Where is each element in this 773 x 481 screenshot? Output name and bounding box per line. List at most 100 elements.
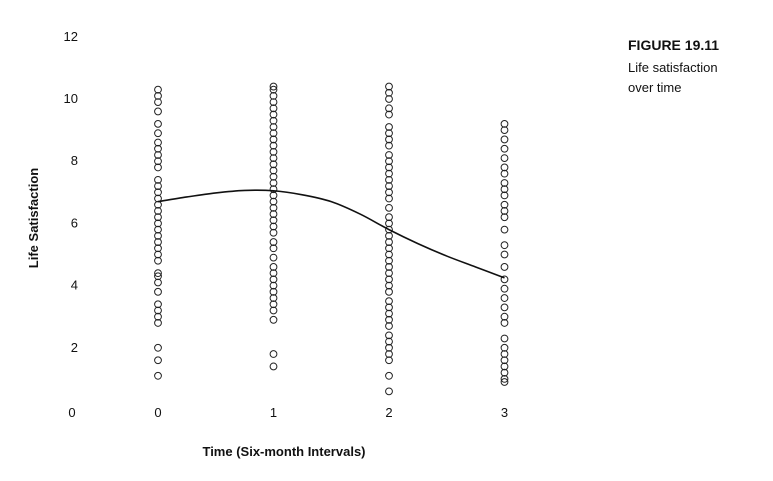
data-point xyxy=(500,350,509,358)
data-point xyxy=(500,169,509,178)
data-point xyxy=(154,269,162,278)
data-point xyxy=(154,175,162,184)
data-point xyxy=(269,191,278,200)
data-point xyxy=(154,319,162,327)
data-point xyxy=(500,241,509,250)
figure-number: FIGURE 19.11 xyxy=(628,37,719,53)
data-point xyxy=(385,322,393,330)
data-point xyxy=(154,182,162,190)
data-point xyxy=(385,225,393,234)
data-point xyxy=(385,244,393,253)
data-point xyxy=(269,287,278,296)
data-point xyxy=(500,135,509,144)
data-point xyxy=(385,337,393,346)
data-point xyxy=(385,356,393,365)
data-point xyxy=(269,228,278,237)
data-point xyxy=(385,256,393,265)
data-point xyxy=(385,203,393,212)
data-point xyxy=(269,110,278,119)
caption-line-2: over time xyxy=(628,80,681,95)
data-point xyxy=(269,350,278,358)
data-point xyxy=(269,154,278,162)
figure-caption: FIGURE 19.11 Life satisfaction over time xyxy=(628,37,719,95)
data-point xyxy=(385,175,393,184)
data-point xyxy=(500,319,509,327)
data-point xyxy=(154,356,162,365)
data-point xyxy=(269,294,278,302)
data-point xyxy=(500,119,509,128)
data-point xyxy=(500,213,509,222)
data-point xyxy=(154,163,162,172)
data-point xyxy=(154,287,162,296)
y-tick-label: 4 xyxy=(71,278,78,293)
data-point xyxy=(385,182,393,190)
data-point xyxy=(269,98,278,107)
data-point xyxy=(154,119,162,128)
scatter-points xyxy=(154,82,509,396)
data-point xyxy=(269,238,278,246)
data-point xyxy=(154,138,162,147)
data-point xyxy=(385,287,393,296)
data-point xyxy=(500,207,509,215)
data-point xyxy=(500,334,509,343)
data-point xyxy=(269,82,278,91)
data-point xyxy=(500,250,509,259)
data-point xyxy=(385,188,393,197)
data-point xyxy=(385,315,393,324)
data-point xyxy=(385,250,393,259)
x-tick-label: 0 xyxy=(154,405,161,420)
data-point xyxy=(269,306,278,315)
data-point xyxy=(269,244,278,253)
data-point xyxy=(154,107,162,116)
data-point xyxy=(385,123,393,131)
data-point xyxy=(500,343,509,352)
data-point xyxy=(269,210,278,218)
data-point xyxy=(500,163,509,172)
data-point xyxy=(269,147,278,156)
data-point xyxy=(385,343,393,352)
data-point xyxy=(385,387,393,396)
data-point xyxy=(154,231,162,240)
data-point xyxy=(154,272,162,281)
data-point xyxy=(500,154,509,162)
data-point xyxy=(269,263,278,271)
data-point xyxy=(154,85,162,94)
data-point xyxy=(269,160,278,169)
data-point xyxy=(500,191,509,200)
data-point xyxy=(269,222,278,231)
data-point xyxy=(385,135,393,144)
data-point xyxy=(154,371,162,380)
data-point xyxy=(500,126,509,135)
data-point xyxy=(500,378,509,386)
data-point xyxy=(385,269,393,278)
data-point xyxy=(385,157,393,166)
data-point xyxy=(500,312,509,321)
y-tick-label: 8 xyxy=(71,153,78,168)
data-point xyxy=(500,275,509,284)
data-point xyxy=(385,104,393,113)
data-point xyxy=(154,129,162,138)
data-point xyxy=(154,278,162,287)
trend-line xyxy=(157,189,505,279)
data-point xyxy=(385,88,393,97)
data-point xyxy=(269,275,278,284)
data-point xyxy=(385,297,393,306)
data-point xyxy=(269,269,278,278)
data-point xyxy=(269,135,278,144)
data-point xyxy=(269,172,278,181)
data-point xyxy=(269,141,278,150)
data-point xyxy=(269,315,278,324)
data-point xyxy=(385,82,393,91)
origin-tick-label: 0 xyxy=(68,405,75,420)
data-point xyxy=(154,250,162,259)
y-tick-label: 12 xyxy=(64,29,78,44)
data-point xyxy=(154,144,162,153)
data-point xyxy=(269,203,278,212)
data-point xyxy=(269,185,278,194)
data-point xyxy=(154,244,162,253)
y-tick-label: 10 xyxy=(64,91,78,106)
data-point xyxy=(385,169,393,178)
y-axis-label: Life Satisfaction xyxy=(26,168,41,268)
data-point xyxy=(385,331,393,340)
